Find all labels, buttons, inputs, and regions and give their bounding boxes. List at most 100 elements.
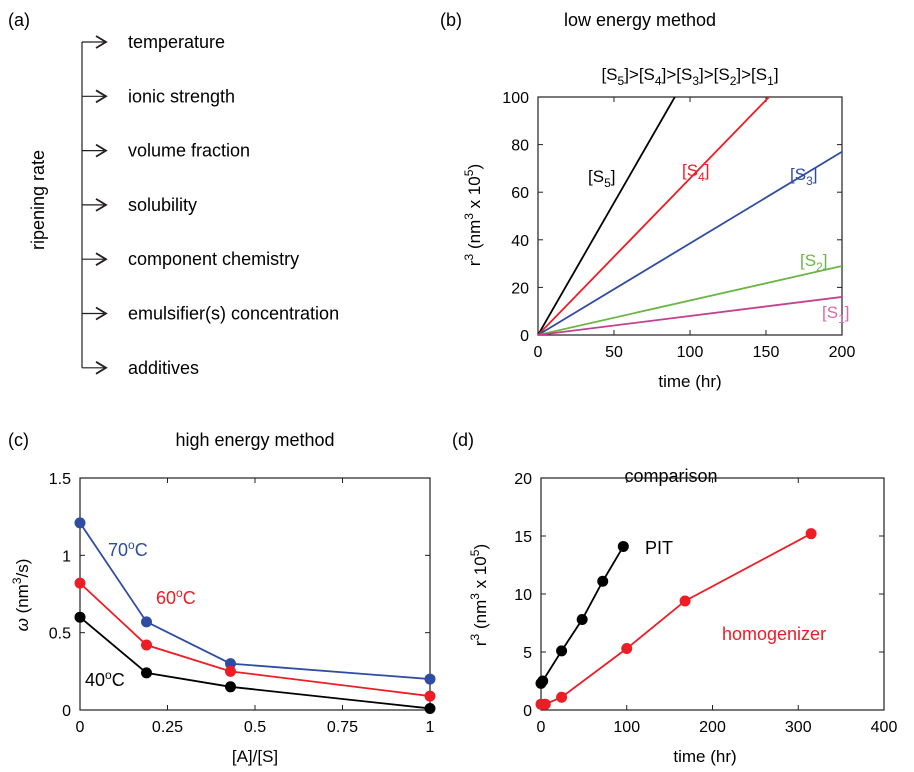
series-line-s2 xyxy=(538,265,842,335)
series-line-s4 xyxy=(538,97,770,335)
data-point xyxy=(74,517,86,529)
series-label-40c: 40oC xyxy=(85,668,125,690)
data-point xyxy=(225,658,236,670)
factor-label: temperature xyxy=(128,32,225,52)
data-point xyxy=(679,595,691,607)
series-line-s3 xyxy=(538,150,842,335)
arrow-head-icon xyxy=(95,198,108,212)
factor-label: volume fraction xyxy=(128,141,250,161)
x-tick-label: 100 xyxy=(613,719,640,736)
y-tick-label: 1 xyxy=(62,548,71,565)
factor-list: temperature ionic strength volume fraction… xyxy=(81,32,339,378)
x-tick-label: 0 xyxy=(76,719,85,736)
y-tick-label: 1.5 xyxy=(49,471,71,488)
x-tick-label: 150 xyxy=(753,344,780,361)
series-label-s5: [S5] xyxy=(588,167,615,190)
arrow-head-icon xyxy=(95,306,108,321)
arrow-head-icon xyxy=(95,143,108,158)
series-label-s3: [S3] xyxy=(790,165,817,188)
y-tick-label: 0.5 xyxy=(49,626,71,643)
x-tick-label: 100 xyxy=(677,344,704,361)
factor-label: solubility xyxy=(128,195,197,215)
panel-d-label: (d) xyxy=(452,430,474,450)
series-line-70oc xyxy=(80,522,430,680)
plot-frame xyxy=(537,96,843,336)
y-tick-label: 40 xyxy=(511,233,529,250)
data-point xyxy=(621,643,633,655)
data-point xyxy=(141,667,152,679)
arrow-head-icon xyxy=(95,252,108,266)
x-tick-label: 0.25 xyxy=(152,719,183,736)
arrow-head-icon xyxy=(95,361,108,375)
y-tick-label: 80 xyxy=(511,138,529,155)
panel-b-subtitle: [S5]>[S4]>[S3]>[S2]>[S1] xyxy=(601,65,778,88)
data-point xyxy=(539,698,551,710)
panel-d-xlabel: time (hr) xyxy=(673,747,736,766)
series-label-homogenizer: homogenizer xyxy=(722,624,826,644)
panel-d: (d) comparison 0 100 200 300 400 0 5 10 15 20 tim… xyxy=(452,430,897,766)
series-label-s4: [S4] xyxy=(682,161,709,184)
series-line-s5 xyxy=(538,97,676,335)
panel-b: (b) low energy method [S5]>[S4]>[S3]>[S2… xyxy=(440,10,855,391)
panel-d-ylabel: r3 (nm3 x 105) xyxy=(468,544,490,646)
data-point xyxy=(537,675,549,687)
data-point xyxy=(424,702,436,714)
series-line-60oc xyxy=(80,582,430,697)
chart-d: 0 100 200 300 400 0 5 10 15 20 xyxy=(514,471,897,736)
y-tick-label: 15 xyxy=(514,529,532,546)
series-line-s1 xyxy=(538,296,842,335)
y-tick-label: 20 xyxy=(514,471,532,488)
series-label-70c: 70oC xyxy=(108,538,148,560)
y-tick-label: 0 xyxy=(523,703,532,720)
x-tick-label: 400 xyxy=(871,719,898,736)
x-tick-label: 0 xyxy=(537,719,546,736)
factor-label: emulsifier(s) concentration xyxy=(128,304,339,324)
chart-c: 0 0.25 0.5 0.75 1 0 0.5 1 1.5 xyxy=(49,471,436,736)
x-tick-label: 0.5 xyxy=(244,719,266,736)
y-tick-label: 5 xyxy=(523,645,532,662)
panel-b-label: (b) xyxy=(440,10,462,30)
data-point xyxy=(576,614,588,626)
chart-b: 0 50 100 150 200 0 20 40 60 80 100 xyxy=(502,90,855,361)
x-tick-label: 300 xyxy=(785,719,812,736)
factor-label: ionic strength xyxy=(128,86,235,106)
data-point xyxy=(225,681,236,693)
ripening-rate-label: ripening rate xyxy=(28,150,48,250)
panel-a-label: (a) xyxy=(8,10,30,30)
panel-c-xlabel: [A]/[S] xyxy=(232,747,278,766)
x-tick-label: 0 xyxy=(534,344,543,361)
data-point xyxy=(74,577,86,589)
panel-c-ylabel: ω (nm3/s) xyxy=(10,559,32,632)
factor-label: component chemistry xyxy=(128,249,299,269)
panel-c-label: (c) xyxy=(8,430,29,450)
data-point xyxy=(617,540,629,552)
panel-b-title: low energy method xyxy=(564,10,716,30)
arrow-head-icon xyxy=(95,89,108,104)
panel-d-title: comparison xyxy=(624,466,717,486)
panel-c: (c) high energy method 0 0.25 0.5 0.75 1 0 0.5… xyxy=(8,430,436,766)
y-tick-label: 20 xyxy=(511,280,529,297)
data-point xyxy=(556,691,568,703)
series-line-40oc xyxy=(80,616,430,710)
data-point xyxy=(424,690,436,702)
data-point xyxy=(424,673,436,685)
x-tick-label: 0.75 xyxy=(327,719,358,736)
y-tick-label: 60 xyxy=(511,185,529,202)
panel-b-ylabel: r3 (nm3 x 105) xyxy=(462,164,484,266)
data-point xyxy=(225,665,236,677)
y-tick-label: 0 xyxy=(62,703,71,720)
data-point xyxy=(141,639,152,651)
x-tick-label: 200 xyxy=(699,719,726,736)
data-point xyxy=(141,616,152,628)
x-tick-label: 50 xyxy=(605,344,623,361)
series-label-s1: [S1] xyxy=(822,303,849,326)
panel-a: (a) ripening rate temperature ionic stren… xyxy=(8,10,339,378)
data-point xyxy=(556,645,568,657)
data-point xyxy=(805,528,817,540)
y-tick-label: 10 xyxy=(514,587,532,604)
series-label-60c: 60oC xyxy=(156,586,196,608)
factor-label: additives xyxy=(128,358,199,378)
y-tick-label: 100 xyxy=(502,90,529,107)
data-point xyxy=(597,575,609,587)
